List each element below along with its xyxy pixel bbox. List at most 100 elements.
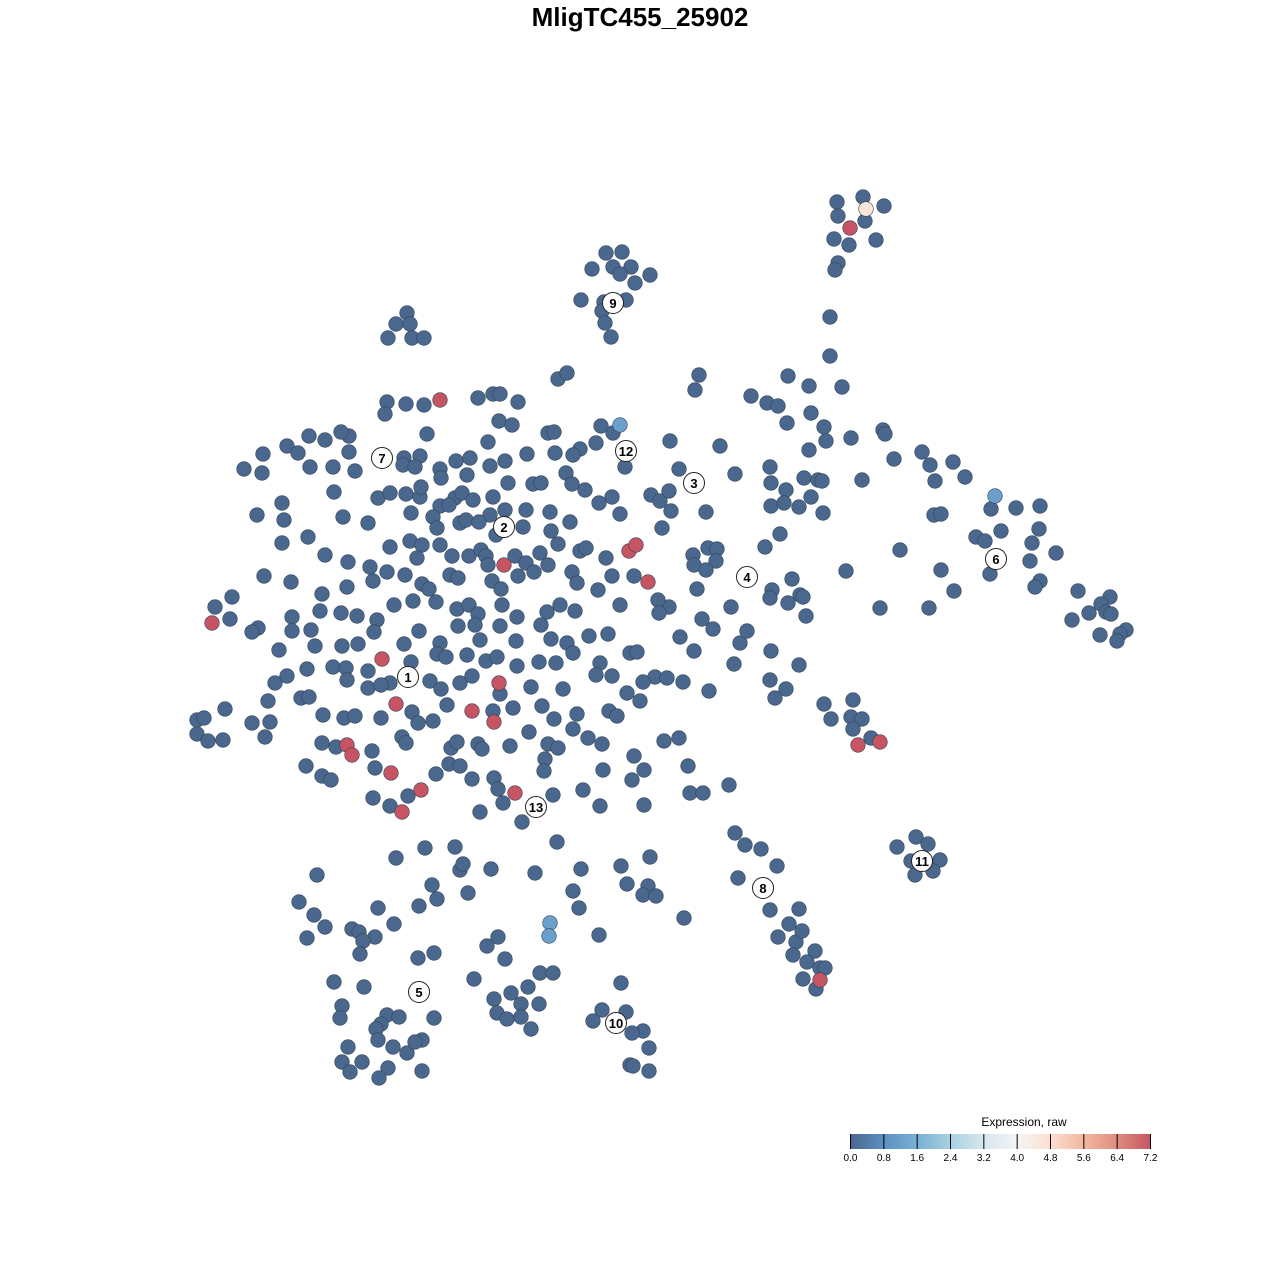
data-point <box>355 933 371 949</box>
data-point <box>441 497 457 513</box>
data-point <box>565 721 581 737</box>
data-point <box>309 867 325 883</box>
data-point <box>629 644 645 660</box>
data-point <box>450 570 466 586</box>
data-point <box>335 509 351 525</box>
data-point <box>641 1040 657 1056</box>
data-point <box>255 446 271 462</box>
data-point <box>397 567 413 583</box>
data-point <box>414 537 430 553</box>
cluster-label-text: 11 <box>915 854 929 869</box>
data-point <box>546 424 562 440</box>
data-point <box>993 523 1009 539</box>
data-point <box>604 668 620 684</box>
data-point <box>332 1010 348 1026</box>
data-point <box>762 672 778 688</box>
cluster-label-circle <box>615 440 637 462</box>
data-point <box>1008 500 1024 516</box>
data-point <box>603 329 619 345</box>
data-point <box>459 647 475 663</box>
data-point <box>531 654 547 670</box>
data-point <box>301 689 317 705</box>
data-point <box>360 680 376 696</box>
cluster-label: 6 <box>985 548 1007 570</box>
data-point <box>333 605 349 621</box>
data-point <box>636 762 652 778</box>
data-point <box>613 858 629 874</box>
data-point <box>373 710 389 726</box>
data-point <box>737 837 753 853</box>
data-point <box>360 663 376 679</box>
data-point <box>598 245 614 261</box>
data-point <box>340 1039 356 1055</box>
data-point <box>454 485 470 501</box>
data-point <box>1070 583 1086 599</box>
data-point <box>533 475 549 491</box>
data-point <box>908 829 924 845</box>
data-point <box>796 470 812 486</box>
data-point <box>762 590 778 606</box>
data-point <box>543 523 559 539</box>
data-point <box>486 714 502 730</box>
data-point <box>388 696 404 712</box>
data-point <box>189 726 205 742</box>
data-point <box>523 1021 539 1037</box>
data-point <box>513 996 529 1012</box>
data-point <box>215 732 231 748</box>
data-point <box>428 766 444 782</box>
data-point <box>204 615 220 631</box>
data-point <box>648 888 664 904</box>
data-point <box>374 651 390 667</box>
data-point <box>675 674 691 690</box>
data-point <box>452 758 468 774</box>
data-point <box>399 1045 415 1061</box>
data-point <box>433 470 449 486</box>
data-point <box>854 472 870 488</box>
data-point <box>732 635 748 651</box>
data-point <box>271 642 287 658</box>
data-point <box>486 991 502 1007</box>
data-point <box>424 877 440 893</box>
data-point <box>628 537 644 553</box>
data-point <box>504 417 520 433</box>
data-point <box>680 758 696 774</box>
data-point <box>1027 579 1043 595</box>
data-point <box>377 406 393 422</box>
data-point <box>411 623 427 639</box>
cluster-label-circle <box>493 516 515 538</box>
data-point <box>299 661 315 677</box>
data-point <box>559 365 575 381</box>
data-point <box>650 592 666 608</box>
data-point <box>624 1025 640 1041</box>
data-point <box>625 1058 641 1074</box>
data-point <box>1081 605 1097 621</box>
data-point <box>526 564 542 580</box>
data-point <box>256 568 272 584</box>
data-point <box>380 1060 396 1076</box>
data-point <box>542 504 558 520</box>
cluster-label-circle <box>408 981 430 1003</box>
data-point <box>723 599 739 615</box>
data-point <box>307 638 323 654</box>
data-point <box>532 965 548 981</box>
data-point <box>829 194 845 210</box>
data-point <box>394 804 410 820</box>
data-point <box>200 733 216 749</box>
data-point <box>612 417 628 433</box>
data-point <box>360 515 376 531</box>
data-point <box>410 950 426 966</box>
cluster-label: 7 <box>371 447 393 469</box>
data-point <box>429 520 445 536</box>
data-point <box>274 535 290 551</box>
data-point <box>858 201 874 217</box>
data-point <box>398 735 414 751</box>
data-point <box>306 907 322 923</box>
data-point <box>254 465 270 481</box>
data-point <box>470 390 486 406</box>
data-point <box>552 597 568 613</box>
data-point <box>448 453 464 469</box>
colorbar-tick-label: 3.2 <box>976 1153 991 1164</box>
data-point <box>382 798 398 814</box>
